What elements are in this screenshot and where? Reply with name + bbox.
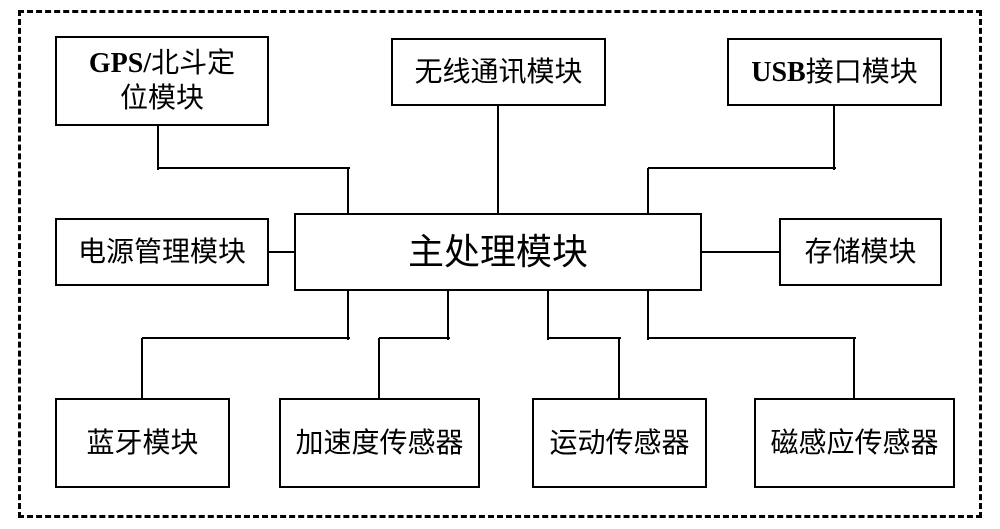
connector-bluetooth-seg1 [142, 337, 350, 339]
connector-motion-seg0 [547, 291, 549, 340]
node-bluetooth-label: 蓝牙模块 [86, 426, 198, 461]
connector-usb-seg0 [833, 106, 835, 170]
node-wireless: 无线通讯模块 [391, 38, 606, 106]
node-power: 电源管理模块 [55, 218, 269, 286]
node-accel: 加速度传感器 [279, 398, 480, 488]
connector-bluetooth-seg2 [141, 338, 143, 400]
diagram-stage: 主处理模块 GPS/北斗定位模块 无线通讯模块 USB接口模块 电源管理模块 存… [0, 0, 1000, 529]
connector-usb-seg1 [648, 167, 836, 169]
node-gps: GPS/北斗定位模块 [55, 36, 269, 126]
connector-gps-seg0 [157, 126, 159, 170]
connector-accel-seg0 [447, 291, 449, 340]
connector-usb-seg2 [647, 168, 649, 215]
node-storage-label: 存储模块 [804, 235, 916, 270]
connector-gps-seg2 [347, 168, 349, 215]
connector-wireless-seg0 [497, 106, 499, 215]
node-motion: 运动传感器 [532, 398, 707, 488]
connector-magnetic-seg0 [647, 291, 649, 340]
node-magnetic-label: 磁感应传感器 [770, 426, 938, 461]
node-motion-label: 运动传感器 [549, 426, 689, 461]
node-magnetic: 磁感应传感器 [754, 398, 955, 488]
connector-gps-seg1 [158, 167, 350, 169]
connector-bluetooth-seg0 [347, 291, 349, 340]
node-gps-label: GPS/北斗定位模块 [89, 46, 235, 116]
connector-magnetic-seg1 [648, 337, 856, 339]
connector-magnetic-seg2 [853, 338, 855, 400]
node-center-label: 主处理模块 [408, 230, 588, 275]
node-bluetooth: 蓝牙模块 [55, 398, 230, 488]
connector-accel-seg1 [379, 337, 450, 339]
node-center: 主处理模块 [294, 213, 702, 291]
node-usb-label: USB接口模块 [751, 55, 918, 90]
connector-storage-seg0 [702, 251, 781, 253]
connector-accel-seg2 [378, 338, 380, 400]
node-storage: 存储模块 [779, 218, 942, 286]
connector-motion-seg2 [618, 338, 620, 400]
node-power-label: 电源管理模块 [78, 235, 246, 270]
node-wireless-label: 无线通讯模块 [414, 55, 582, 90]
node-usb: USB接口模块 [727, 38, 942, 106]
connector-power-seg0 [269, 251, 296, 253]
node-accel-label: 加速度传感器 [295, 426, 463, 461]
connector-motion-seg1 [548, 337, 621, 339]
